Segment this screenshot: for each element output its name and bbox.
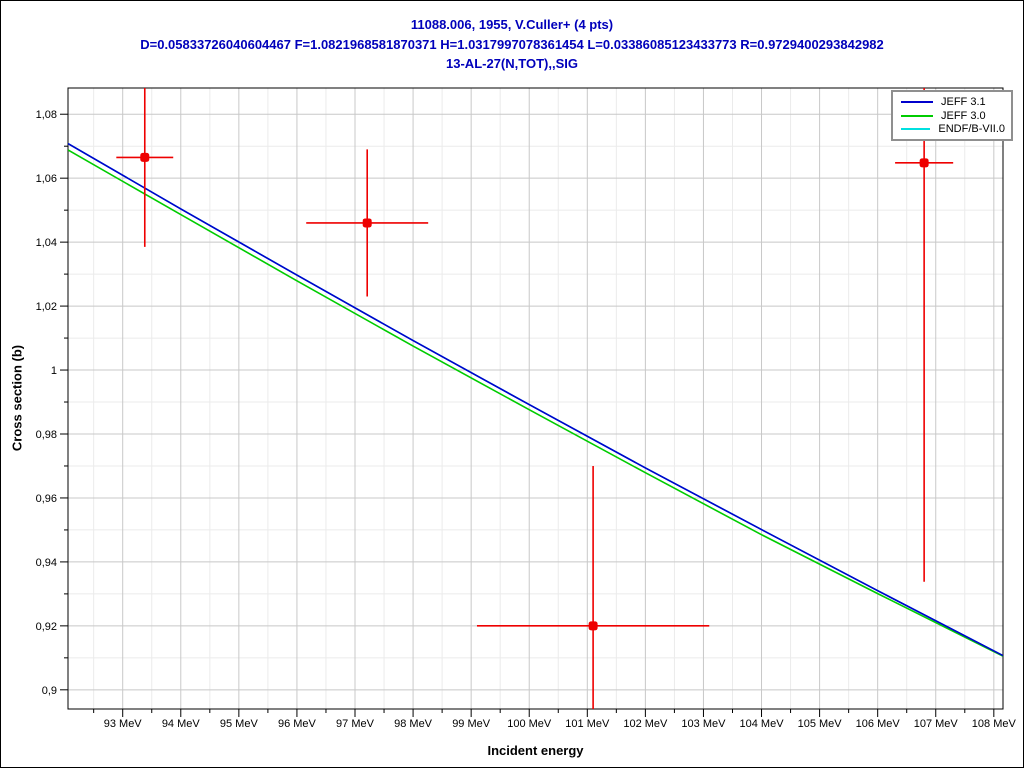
x-tick-label: 94 MeV xyxy=(162,718,201,730)
x-axis-label: Incident energy xyxy=(487,743,584,758)
x-tick-label: 108 MeV xyxy=(972,718,1017,730)
x-tick-label: 98 MeV xyxy=(394,718,433,730)
legend-entry-label: JEFF 3.1 xyxy=(941,95,986,108)
evaluation-curves xyxy=(68,142,1003,657)
curve-jeff-3-1 xyxy=(68,142,1003,657)
x-tick-label: 101 MeV xyxy=(565,718,610,730)
y-tick-label: 1 xyxy=(51,365,57,377)
data-point-marker xyxy=(588,621,598,631)
y-axis-label: Cross section (b) xyxy=(9,344,25,452)
curve-endf-b-vii-0 xyxy=(68,142,1003,657)
legend-line-sample xyxy=(901,128,931,131)
plot-title: 11088.006, 1955, V.Culler+ (4 pts) xyxy=(410,17,614,32)
x-tick-label: 97 MeV xyxy=(336,718,375,730)
x-tick-label: 104 MeV xyxy=(740,718,785,730)
y-tick-label: 0,92 xyxy=(36,621,57,633)
legend-entry-label: JEFF 3.0 xyxy=(941,109,986,122)
reaction-label: 13-AL-27(N,TOT),,SIG xyxy=(446,56,578,71)
grid-minor xyxy=(68,88,1003,709)
x-tick-label: 105 MeV xyxy=(798,718,843,730)
legend-entry: JEFF 3.1 xyxy=(897,95,1005,109)
legend-line-sample xyxy=(901,114,933,117)
x-tick-label: 103 MeV xyxy=(681,718,726,730)
legend-entry: ENDF/B-VII.0 xyxy=(897,122,1005,136)
x-tick-label: 107 MeV xyxy=(914,718,959,730)
curve-jeff-3-0 xyxy=(68,149,1003,657)
x-tick-label: 95 MeV xyxy=(220,718,259,730)
data-point-marker xyxy=(919,158,929,168)
y-tick-label: 1,04 xyxy=(36,237,57,249)
fit-statistics-line: D=0.05833726040604467 F=1.08219685818703… xyxy=(140,37,884,52)
x-tick-label: 99 MeV xyxy=(452,718,491,730)
legend-entry: JEFF 3.0 xyxy=(897,109,1005,123)
legend-entry-label: ENDF/B-VII.0 xyxy=(938,123,1005,136)
y-tick-label: 0,9 xyxy=(42,685,57,697)
axis-ticks xyxy=(60,113,995,717)
y-tick-label: 0,98 xyxy=(36,429,57,441)
data-point-marker xyxy=(140,152,150,162)
x-tick-label: 93 MeV xyxy=(104,718,143,730)
x-tick-label: 102 MeV xyxy=(623,718,668,730)
x-tick-label: 100 MeV xyxy=(507,718,552,730)
y-tick-label: 0,96 xyxy=(36,493,57,505)
y-tick-label: 0,94 xyxy=(36,557,57,569)
grid-major xyxy=(68,88,1003,709)
x-tick-label: 96 MeV xyxy=(278,718,317,730)
legend-line-sample xyxy=(901,100,933,103)
y-tick-label: 1,06 xyxy=(36,173,57,185)
data-point-marker xyxy=(362,218,372,228)
y-tick-label: 1,08 xyxy=(36,109,57,121)
legend: JEFF 3.1 JEFF 3.0 ENDF/B-VII.0 xyxy=(891,90,1013,141)
x-tick-label: 106 MeV xyxy=(856,718,901,730)
plot-area-border xyxy=(67,87,1004,710)
experimental-points xyxy=(116,88,954,709)
y-tick-label: 1,02 xyxy=(36,301,57,313)
tick-labels: 93 MeV 94 MeV 95 MeV 96 MeV 97 MeV 98 MeV 99 M… xyxy=(36,109,1017,730)
